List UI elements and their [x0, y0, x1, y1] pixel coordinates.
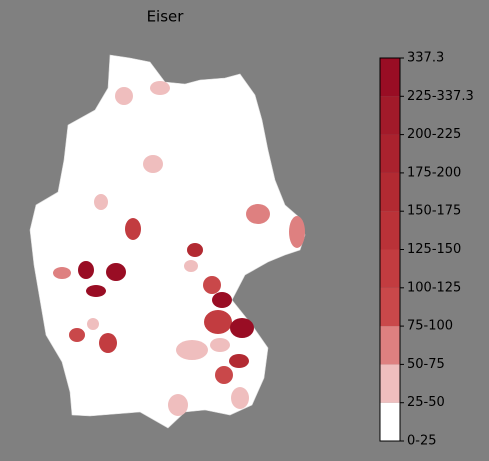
region	[230, 318, 254, 338]
colorbar-label: 125-150	[407, 242, 461, 257]
colorbar-label: 100-125	[407, 280, 461, 295]
colorbar-segment	[380, 96, 400, 135]
region	[53, 267, 71, 279]
region	[229, 354, 249, 368]
region	[187, 243, 203, 257]
region	[150, 81, 170, 95]
region	[69, 328, 85, 342]
region	[210, 338, 230, 352]
highlighted-regions	[53, 81, 305, 416]
colorbar-segment	[380, 58, 400, 97]
region	[78, 261, 94, 279]
region	[143, 155, 163, 173]
colorbar-label: 200-225	[407, 127, 461, 142]
colorbar: 0-25 25-50 50-75 75-100 100-125 125-150 150-17…	[379, 51, 474, 449]
region	[125, 218, 141, 240]
region	[289, 216, 305, 248]
region	[115, 87, 133, 105]
region	[94, 194, 108, 210]
region	[87, 318, 99, 330]
colorbar-segment	[380, 326, 400, 365]
colorbar-label: 150-175	[407, 204, 461, 219]
region	[212, 292, 232, 308]
region	[203, 276, 221, 294]
region	[246, 204, 270, 224]
colorbar-segment	[380, 172, 400, 212]
colorbar-label: 337.3	[407, 51, 444, 66]
colorbar-segment	[380, 364, 400, 403]
colorbar-label: 0-25	[407, 434, 437, 449]
region	[204, 310, 232, 334]
colorbar-label: 225-337.3	[407, 89, 474, 104]
region	[86, 285, 106, 297]
colorbar-label: 75-100	[407, 319, 453, 334]
region	[168, 394, 188, 416]
map-title: Eiser	[147, 8, 185, 26]
region	[99, 333, 117, 353]
region	[184, 260, 198, 272]
colorbar-segment	[380, 134, 400, 173]
colorbar-label: 25-50	[407, 395, 445, 410]
region	[106, 263, 126, 281]
colorbar-segment	[380, 211, 400, 250]
region	[231, 387, 249, 409]
region	[215, 366, 233, 384]
colorbar-segment	[380, 402, 400, 441]
colorbar-segment	[380, 287, 400, 327]
colorbar-label: 50-75	[407, 357, 445, 372]
map	[29, 54, 306, 429]
colorbar-label: 175-200	[407, 165, 461, 180]
region	[176, 340, 208, 360]
colorbar-segment	[380, 249, 400, 288]
